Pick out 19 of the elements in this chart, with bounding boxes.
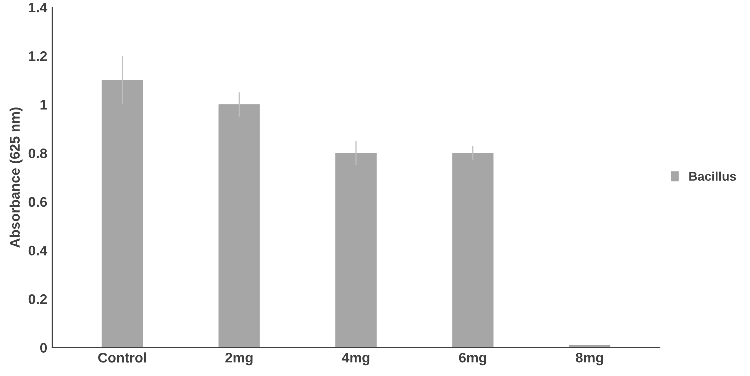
legend-label: Bacillus — [690, 172, 736, 182]
y-tick-label: 1.2 — [29, 51, 48, 62]
y-tick-label: 0.2 — [28, 294, 48, 304]
y-tick-label: 0.4 — [28, 246, 48, 256]
y-tick-label: 0 — [40, 343, 48, 353]
y-tick-label: 1.4 — [29, 2, 48, 13]
x-tick-label: 2mg — [226, 352, 253, 366]
y-tick-label: 1 — [40, 100, 48, 110]
y-tick-label: 0.8 — [28, 148, 48, 159]
x-tick-label: 4mg — [342, 353, 370, 366]
bar — [336, 153, 377, 348]
x-tick-label: Control — [98, 352, 146, 363]
bar — [218, 104, 260, 348]
y-tick-label: 0.6 — [28, 197, 48, 208]
bar — [102, 80, 144, 348]
x-tick-label: 8mg — [576, 352, 604, 366]
x-tick-label: 6mg — [459, 352, 486, 366]
y-axis-title: Absorbance (625 nm) — [10, 108, 23, 248]
bar — [452, 153, 494, 348]
